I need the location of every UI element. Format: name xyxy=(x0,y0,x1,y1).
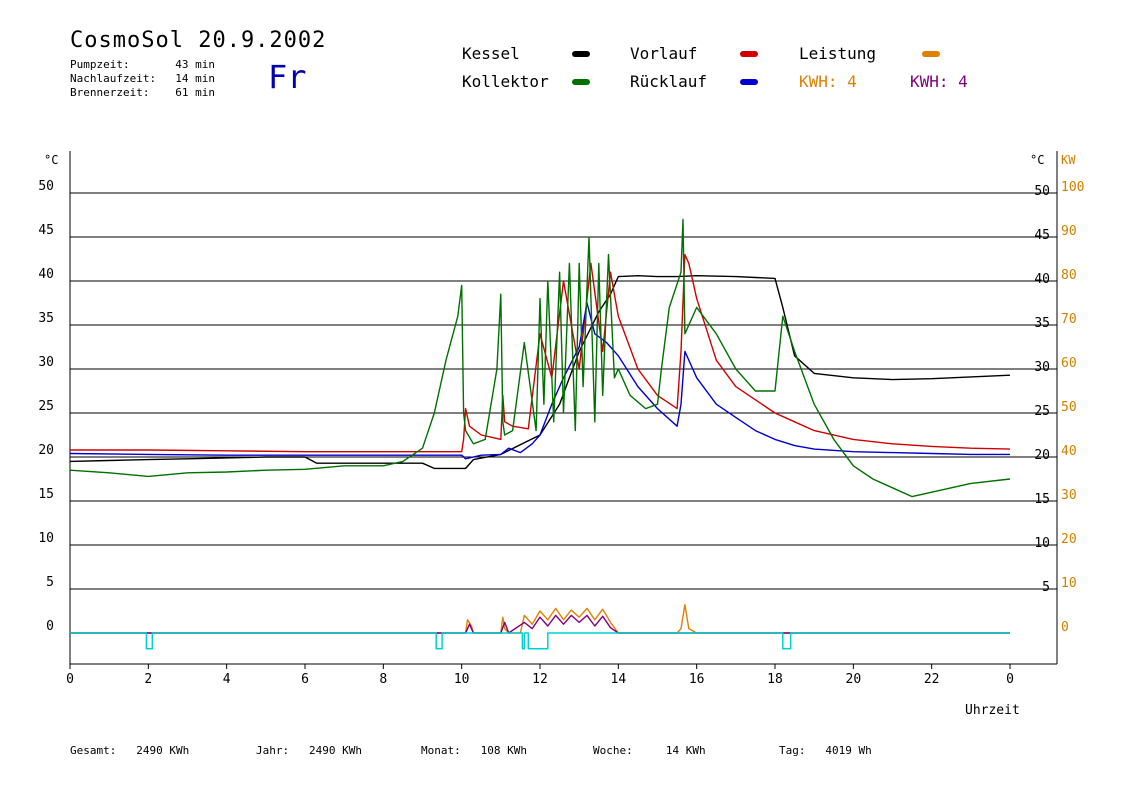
legend-kwh-purple: KWH: 4 xyxy=(910,72,968,91)
y-tick-label-right: 20 xyxy=(1034,448,1050,463)
y-tick-label-power: 30 xyxy=(1061,488,1077,503)
y-tick-label-left: 0 xyxy=(46,619,54,634)
series-line-ruecklauf xyxy=(69,302,1010,460)
legend-kwh-orange: KWH: 4 xyxy=(799,72,857,91)
nachlaufzeit-row: Nachlaufzeit: 14 min xyxy=(70,72,215,85)
x-tick-label: 18 xyxy=(767,672,783,687)
weekday-label: Fr xyxy=(268,58,307,96)
legend-leistung-swatch xyxy=(922,51,940,57)
y-tick-label-left: 35 xyxy=(38,311,54,326)
y-tick-label-left: 20 xyxy=(38,443,54,458)
footer-jahr-value: 2490 KWh xyxy=(309,744,362,757)
legend-vorlauf-label: Vorlauf xyxy=(630,44,698,63)
legend-kollektor-swatch xyxy=(572,79,590,85)
nachlaufzeit-label: Nachlaufzeit: xyxy=(70,72,157,85)
footer-jahr-label: Jahr: xyxy=(256,744,290,757)
series-line-pump xyxy=(70,632,1010,650)
y-tick-label-right: 35 xyxy=(1034,316,1050,331)
y-tick-label-power: 80 xyxy=(1061,268,1077,283)
legend-kessel-label: Kessel xyxy=(462,44,520,63)
y-axis-unit-left: °C xyxy=(44,153,58,167)
y-tick-label-right: 50 xyxy=(1034,184,1050,199)
footer-woche-value: 14 KWh xyxy=(665,744,706,757)
x-tick-label: 0 xyxy=(66,672,74,687)
footer-monat-label: Monat: xyxy=(421,744,461,757)
legend-ruecklauf-swatch xyxy=(740,79,758,85)
x-tick-label: 22 xyxy=(924,672,940,687)
y-tick-label-power: 50 xyxy=(1061,400,1077,415)
y-tick-label-left: 40 xyxy=(38,267,54,282)
footer-woche-label: Woche: xyxy=(593,744,633,757)
x-tick-label: 14 xyxy=(611,672,627,687)
footer-monat-value: 108 KWh xyxy=(480,744,527,757)
y-tick-label-left: 25 xyxy=(38,399,54,414)
y-tick-label-power: 100 xyxy=(1061,180,1084,195)
x-tick-label: 10 xyxy=(454,672,470,687)
x-tick-label: 8 xyxy=(379,672,387,687)
y-tick-label-left: 5 xyxy=(46,575,54,590)
y-tick-label-power: 70 xyxy=(1061,312,1077,327)
x-tick-label: 16 xyxy=(689,672,705,687)
brennerzeit-row: Brennerzeit: 61 min xyxy=(70,86,215,99)
footer-woche: Woche: 14 KWh xyxy=(593,744,706,757)
y-tick-label-left: 50 xyxy=(38,179,54,194)
y-axis-unit-power: KW xyxy=(1061,153,1076,167)
pumpzeit-value: 43 min xyxy=(175,58,215,71)
footer-tag-label: Tag: xyxy=(779,744,806,757)
y-tick-label-right: 30 xyxy=(1034,360,1050,375)
y-tick-label-left: 45 xyxy=(38,223,54,238)
y-tick-label-power: 60 xyxy=(1061,356,1077,371)
y-tick-label-power: 0 xyxy=(1061,620,1069,635)
footer-tag: Tag: 4019 Wh xyxy=(779,744,872,757)
y-tick-label-power: 90 xyxy=(1061,224,1077,239)
x-axis-title: Uhrzeit xyxy=(965,703,1020,718)
y-tick-label-left: 30 xyxy=(38,355,54,370)
footer-gesamt: Gesamt: 2490 KWh xyxy=(70,744,189,757)
nachlaufzeit-value: 14 min xyxy=(175,72,215,85)
y-tick-label-left: 15 xyxy=(38,487,54,502)
y-tick-label-right: 40 xyxy=(1034,272,1050,287)
y-axis-unit-right: °C xyxy=(1030,153,1044,167)
footer-jahr: Jahr: 2490 KWh xyxy=(256,744,362,757)
y-tick-label-power: 40 xyxy=(1061,444,1077,459)
y-tick-label-power: 10 xyxy=(1061,576,1077,591)
legend-leistung-label: Leistung xyxy=(799,44,877,63)
y-tick-label-right: 5 xyxy=(1042,580,1050,595)
x-tick-label: 0 xyxy=(1006,672,1014,687)
legend-ruecklauf-label: Rücklauf xyxy=(630,72,708,91)
legend-vorlauf-swatch xyxy=(740,51,758,57)
y-tick-label-left: 10 xyxy=(38,531,54,546)
x-tick-label: 4 xyxy=(223,672,231,687)
app-title: CosmoSol 20.9.2002 xyxy=(70,28,327,53)
x-tick-label: 12 xyxy=(532,672,548,687)
y-tick-label-right: 25 xyxy=(1034,404,1050,419)
brennerzeit-label: Brennerzeit: xyxy=(70,86,150,99)
footer-tag-value: 4019 Wh xyxy=(825,744,872,757)
brennerzeit-value: 61 min xyxy=(175,86,215,99)
y-tick-label-right: 15 xyxy=(1034,492,1050,507)
footer-gesamt-value: 2490 KWh xyxy=(136,744,190,757)
series-line-kollektor xyxy=(69,218,1011,498)
y-tick-label-power: 20 xyxy=(1061,532,1077,547)
y-tick-label-right: 45 xyxy=(1034,228,1050,243)
legend-kollektor-label: Kollektor xyxy=(462,72,549,91)
y-tick-label-right: 10 xyxy=(1034,536,1050,551)
footer-gesamt-label: Gesamt: xyxy=(70,744,117,757)
x-tick-label: 6 xyxy=(301,672,309,687)
series-line-leistung2 xyxy=(70,614,1010,634)
x-tick-label: 20 xyxy=(846,672,862,687)
series-line-leistung xyxy=(70,604,1010,634)
legend-kessel-swatch xyxy=(572,51,590,57)
series-line-vorlauf xyxy=(70,253,1011,453)
x-tick-label: 2 xyxy=(144,672,152,687)
pumpzeit-row: Pumpzeit: 43 min xyxy=(70,58,215,71)
footer-monat: Monat: 108 KWh xyxy=(421,744,527,757)
pumpzeit-label: Pumpzeit: xyxy=(70,58,130,71)
